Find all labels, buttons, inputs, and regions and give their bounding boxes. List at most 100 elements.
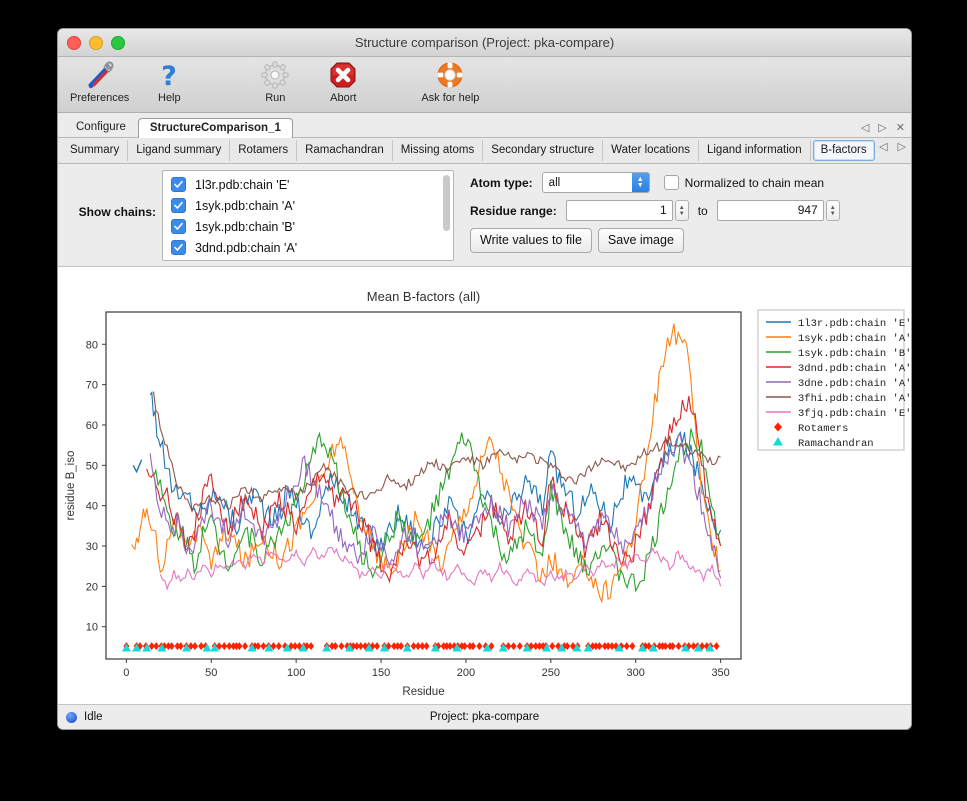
ramachandran-marker	[583, 643, 593, 652]
tab-configure[interactable]: Configure	[76, 121, 126, 133]
chain-label: 1syk.pdb:chain 'B'	[195, 219, 295, 234]
legend-label: 1syk.pdb:chain 'B'	[798, 348, 911, 360]
write-values-to-file-button[interactable]: Write values to file	[470, 228, 592, 253]
rotamer-marker	[505, 642, 512, 651]
rotamer-marker	[555, 642, 562, 651]
prev-tab-icon[interactable]: ◁	[860, 122, 870, 134]
list-item[interactable]: 1syk.pdb:chain 'B'	[163, 216, 453, 237]
minimize-window-button[interactable]	[89, 36, 103, 50]
checkbox-checked-icon[interactable]	[171, 219, 186, 234]
rotamer-marker	[415, 642, 422, 651]
chevron-updown-icon[interactable]: ▲ ▼	[631, 173, 649, 192]
rotamer-marker	[216, 642, 223, 651]
rotamer-marker	[447, 642, 454, 651]
rotamer-marker	[528, 642, 535, 651]
rotamer-marker	[233, 642, 240, 651]
x-tick-label: 100	[287, 667, 305, 679]
chain-label: 3dnd.pdb:chain 'A'	[195, 240, 298, 255]
plot-frame	[105, 311, 742, 660]
list-item[interactable]: 3dnd.pdb:chain 'A'	[163, 237, 453, 258]
b-factor-chart[interactable]: Mean B-factors (all) 0 50 100 150 200 250 300 35…	[58, 267, 911, 704]
rotamer-marker	[153, 642, 160, 651]
rotamer-marker	[466, 642, 473, 651]
gear-icon	[260, 59, 290, 91]
tab-ligand-summary[interactable]: Ligand summary	[128, 140, 231, 161]
atom-type-value: all	[548, 176, 561, 189]
rotamer-marker	[168, 642, 175, 651]
tab-rotamers[interactable]: Rotamers	[230, 140, 298, 161]
tools-icon	[85, 59, 115, 91]
list-item[interactable]: 1syk.pdb:chain 'A'	[163, 195, 453, 216]
controls-panel: Show chains: 1l3r.pdb:chain 'E' 1syk.pdb…	[58, 164, 911, 267]
run-button[interactable]: Run	[241, 57, 309, 104]
checkbox-checked-icon[interactable]	[171, 240, 186, 255]
ramachandran-marker	[542, 643, 552, 652]
y-tick-label: 60	[86, 420, 98, 432]
preferences-button[interactable]: Preferences	[64, 57, 135, 104]
ramachandran-marker	[430, 643, 440, 652]
ramachandran-marker	[142, 643, 152, 652]
next-subtab-icon[interactable]: ▷	[897, 141, 906, 153]
ramachandran-marker	[693, 643, 703, 652]
residue-range-to-input[interactable]: 947	[716, 200, 824, 221]
primary-tab-bar: Configure StructureComparison_1 ◁ ▷ ✕	[58, 113, 911, 138]
abort-button[interactable]: Abort	[309, 57, 377, 104]
chain-list[interactable]: 1l3r.pdb:chain 'E' 1syk.pdb:chain 'A' 1s…	[162, 170, 454, 261]
rotamer-marker	[592, 642, 599, 651]
toolbar: Preferences ? Help	[58, 57, 911, 113]
toolbar-spacer	[203, 57, 241, 59]
residue-to-stepper[interactable]: ▲ ▼	[825, 200, 840, 221]
rotamer-marker	[589, 642, 596, 651]
rotamer-marker	[148, 642, 155, 651]
ramachandran-marker	[452, 643, 462, 652]
rotamer-marker	[623, 642, 630, 651]
tab-ramachandran[interactable]: Ramachandran	[297, 140, 393, 161]
checkbox-checked-icon[interactable]	[171, 177, 186, 192]
rotamer-marker	[255, 642, 262, 651]
rotamer-marker	[423, 642, 430, 651]
list-item[interactable]: 1l3r.pdb:chain 'E'	[163, 174, 453, 195]
zoom-window-button[interactable]	[111, 36, 125, 50]
rotamer-marker	[198, 642, 205, 651]
chain-label: 1syk.pdb:chain 'A'	[195, 198, 295, 213]
normalized-checkbox-wrap[interactable]: Normalized to chain mean	[663, 175, 824, 190]
series-group	[121, 323, 722, 652]
rotamer-marker	[516, 642, 523, 651]
stray-marker	[132, 459, 143, 474]
legend-label: 3dnd.pdb:chain 'A'	[798, 363, 911, 375]
tab-water-locations[interactable]: Water locations	[603, 140, 699, 161]
series-line	[149, 434, 722, 579]
rotamer-marker	[187, 642, 194, 651]
close-window-button[interactable]	[67, 36, 81, 50]
tab-ligand-information[interactable]: Ligand information	[699, 140, 811, 161]
plot-options: Atom type: all ▲ ▼ Normalized to chain me…	[454, 170, 903, 266]
tab-summary[interactable]: Summary	[62, 140, 129, 161]
legend-label: 1syk.pdb:chain 'A'	[798, 333, 911, 345]
rotamer-marker	[662, 642, 669, 651]
close-tab-icon[interactable]: ✕	[895, 122, 905, 134]
prev-subtab-icon[interactable]: ◁	[879, 141, 888, 153]
tab-structurecomparison-1[interactable]: StructureComparison_1	[137, 118, 293, 138]
rotamer-marker	[174, 642, 181, 651]
next-tab-icon[interactable]: ▷	[878, 122, 887, 134]
rotamer-marker	[596, 642, 603, 651]
tab-secondary-structure[interactable]: Secondary structure	[483, 140, 604, 161]
ask-for-help-button[interactable]: Ask for help	[415, 57, 485, 104]
rotamer-marker	[605, 642, 612, 651]
help-button[interactable]: ? Help	[135, 57, 203, 104]
chain-list-scrollbar[interactable]	[443, 175, 450, 231]
ramachandran-marker	[705, 643, 715, 652]
tab-missing-atoms[interactable]: Missing atoms	[393, 140, 484, 161]
save-image-button[interactable]: Save image	[597, 228, 684, 253]
atom-type-select[interactable]: all ▲ ▼	[541, 172, 650, 193]
checkbox-checked-icon[interactable]	[171, 198, 186, 213]
checkbox-unchecked-icon[interactable]	[663, 175, 679, 190]
series-line	[159, 546, 722, 591]
rotamer-marker	[461, 642, 468, 651]
tab-b-factors[interactable]: B-factors	[812, 140, 875, 161]
residue-range-from-input[interactable]: 1	[565, 200, 673, 221]
rotamer-marker	[394, 642, 401, 651]
x-tick-label: 150	[372, 667, 390, 679]
residue-from-stepper[interactable]: ▲ ▼	[674, 200, 689, 221]
legend-label: Ramachandran	[798, 438, 874, 450]
